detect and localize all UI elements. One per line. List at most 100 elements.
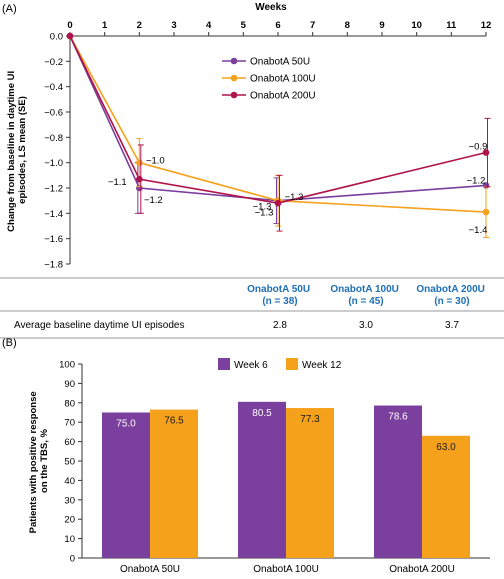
data-label: −1.4: [469, 225, 488, 236]
bar-week-12: [150, 409, 198, 558]
line-x-tick-label: 1: [102, 20, 108, 31]
legend-swatch-dot: [230, 74, 238, 82]
bar-value-label: 78.6: [388, 412, 408, 423]
table-header-200u: OnabotA 200U (n = 30): [416, 284, 487, 307]
series-line-onabota-200u: [69, 35, 487, 205]
bar-y-ticks: 0 10 20 30 40 50 60 70 80 90 100: [59, 360, 82, 565]
bar-week-6: [374, 405, 422, 558]
bar-value-label: 76.5: [164, 416, 184, 427]
line-y-tick-label: −0.6: [44, 108, 63, 119]
legend-swatch: [286, 358, 298, 370]
legend-swatch: [218, 358, 230, 370]
table-header-200u-line1: OnabotA 200U: [416, 284, 485, 295]
bar-legend: Week 6 Week 12: [218, 358, 342, 371]
table-header-50u-line1: OnabotA 50U: [247, 284, 310, 295]
bar-y-tick-label: 70: [64, 418, 75, 429]
table-header-100u-line2: (n = 45): [348, 296, 383, 307]
series-line-onabota-50u: [69, 35, 487, 202]
bar-ylabel-line1: Patients with positive response: [28, 391, 39, 533]
line-chart-ylabel: Change from baseline in daytime UI episo…: [6, 68, 28, 232]
data-label: −1.3: [253, 202, 272, 213]
legend-label: Week 6: [234, 360, 268, 371]
data-point: [274, 199, 282, 207]
bar-y-tick-label: 50: [64, 457, 75, 468]
table-header-100u-line1: OnabotA 100U: [330, 284, 399, 295]
bar-category-label: OnabotA 200U: [389, 564, 455, 575]
data-label: −0.9: [469, 142, 488, 153]
data-point: [482, 149, 490, 156]
line-x-tick-label: 6: [275, 20, 280, 31]
line-chart: Weeks 0 1 2 3 4 5 6 7 8 9 10 11 12 0.0−0.2−0.4−0.6−0…: [6, 2, 491, 271]
data-point: [66, 32, 74, 40]
line-x-tick-label: 8: [345, 20, 350, 31]
data-label: −1.0: [146, 156, 165, 167]
line-y-tick-label: −0.8: [44, 133, 63, 144]
data-point: [136, 175, 143, 183]
table-value-100u: 3.0: [359, 320, 373, 331]
bar-y-tick-label: 90: [64, 379, 75, 390]
bar-series-group: 75.0 76.5 80.5 77.3 78.6 63.0: [102, 401, 470, 558]
bar-value-label: 80.5: [252, 408, 272, 419]
line-legend: OnabotA 50U OnabotA 100U OnabotA 200U: [222, 57, 316, 102]
table-row-label: Average baseline daytime UI episodes: [14, 320, 184, 331]
data-point: [482, 208, 490, 216]
line-y-tick-label: −0.2: [44, 57, 63, 68]
panel-b-label: (B): [2, 337, 17, 349]
bar-week-12: [422, 435, 470, 558]
data-label: −1.1: [108, 177, 127, 188]
table-header-100u: OnabotA 100U (n = 45): [330, 284, 401, 307]
legend-label: Week 12: [302, 360, 342, 371]
table-header-50u-line2: (n = 38): [262, 296, 297, 307]
line-series-group: −1.2 −1.3 −1.2 −1.0 −1.3 −1.4 −1.1 −1.3 −0.9: [66, 32, 491, 238]
line-y-tick-label: 0.0: [50, 32, 63, 43]
line-y-tick-label: −1.2: [44, 184, 63, 195]
line-x-ticks: 0 1 2 3 4 5 6 7 8 9 10 11 12: [67, 20, 491, 36]
line-x-tick-label: 3: [171, 20, 176, 31]
bar-chart: 0 10 20 30 40 50 60 70 80 90 100 Patients with pos…: [28, 358, 490, 575]
bar-y-tick-label: 60: [64, 437, 75, 448]
bar-value-label: 75.0: [116, 419, 136, 430]
data-point: [136, 159, 143, 166]
legend-label: OnabotA 100U: [250, 74, 316, 85]
bar-value-label: 77.3: [300, 414, 320, 425]
bar-x-categories: OnabotA 50U OnabotA 100U OnabotA 200U: [120, 564, 455, 575]
series-onabota-200u: −1.1 −1.3 −0.9: [66, 32, 491, 232]
line-y-tick-label: −0.4: [44, 82, 63, 93]
bar-chart-ylabel: Patients with positive response on the T…: [28, 389, 50, 534]
data-label: −1.2: [144, 195, 163, 206]
legend-label: OnabotA 50U: [250, 57, 310, 68]
bar-y-tick-label: 40: [64, 476, 75, 487]
series-line-onabota-100u: [69, 35, 487, 213]
bar-y-tick-label: 0: [70, 554, 75, 565]
line-y-ticks: 0.0 −0.2 −0.4 −0.6 −0.8 −1.0 −1.2 −1.4 −1.6 −1.8: [44, 32, 70, 271]
line-x-tick-label: 7: [310, 20, 315, 31]
bar-y-tick-label: 20: [64, 515, 75, 526]
bar-week-12: [286, 408, 334, 558]
data-label: −1.3: [255, 208, 274, 219]
panel-a-label: (A): [2, 3, 17, 15]
line-chart-xlabel: Weeks: [255, 2, 287, 13]
bar-y-tick-label: 10: [64, 534, 75, 545]
line-y-tick-label: −1.4: [44, 209, 63, 220]
line-x-tick-label: 4: [206, 20, 212, 31]
line-ylabel-line1: Change from baseline in daytime UI: [6, 71, 17, 232]
bar-category-label: OnabotA 100U: [253, 564, 319, 575]
line-y-tick-label: −1.0: [44, 158, 63, 169]
legend-label: OnabotA 200U: [250, 91, 316, 102]
line-x-tick-label: 2: [137, 20, 142, 31]
bar-value-label: 63.0: [436, 442, 456, 453]
line-x-tick-label: 12: [481, 20, 492, 31]
table-value-200u: 3.7: [445, 320, 459, 331]
bar-y-tick-label: 80: [64, 398, 75, 409]
line-x-tick-label: 0: [67, 20, 72, 31]
legend-swatch-dot: [230, 91, 238, 99]
bar-category-label: OnabotA 50U: [120, 564, 180, 575]
bar-week-6: [102, 412, 150, 558]
bar-week-6: [238, 401, 286, 558]
line-y-tick-label: −1.8: [44, 260, 63, 271]
baseline-table: OnabotA 50U (n = 38) OnabotA 100U (n = 4…: [0, 277, 504, 339]
legend-swatch-dot: [230, 57, 238, 65]
line-y-tick-label: −1.6: [44, 234, 63, 245]
line-x-tick-label: 9: [379, 20, 384, 31]
